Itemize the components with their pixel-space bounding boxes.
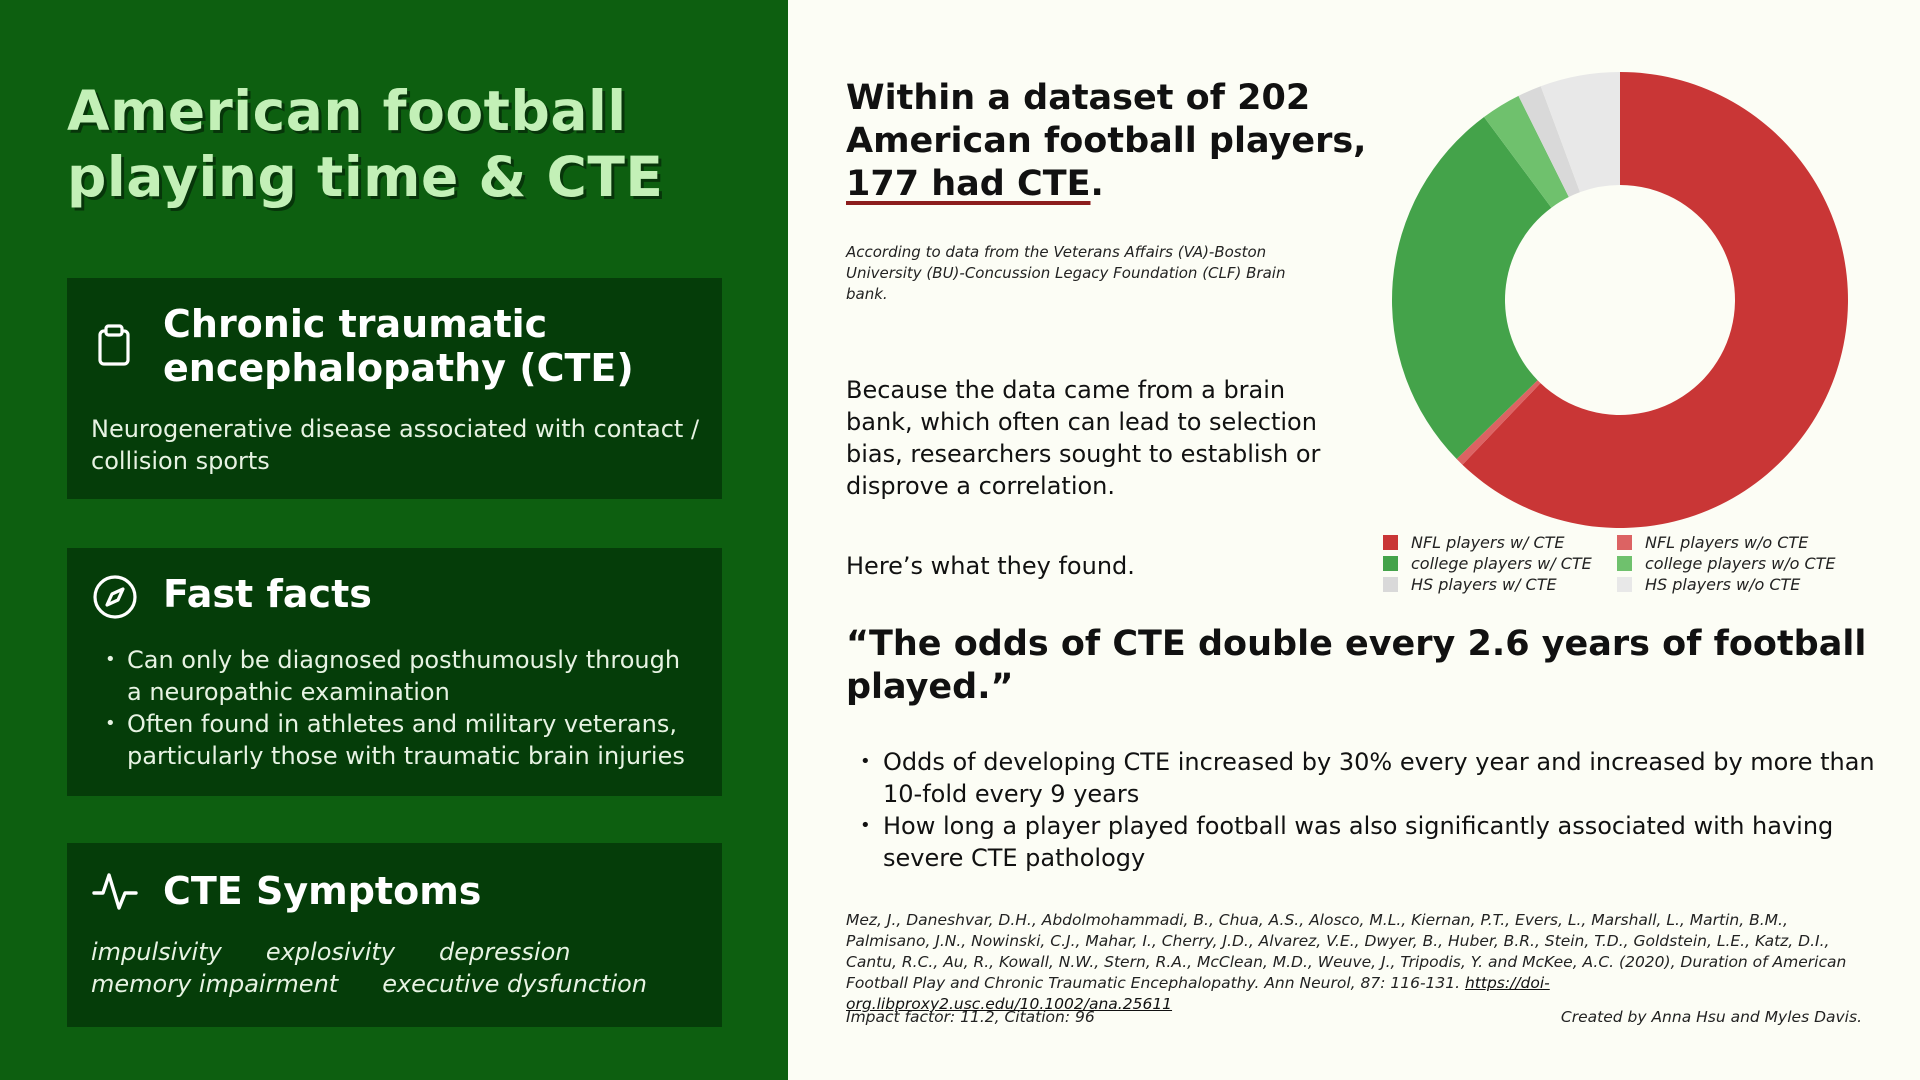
- legend-label: college players w/o CTE: [1645, 554, 1836, 573]
- citation: Mez, J., Daneshvar, D.H., Abdolmohammadi…: [846, 910, 1862, 1015]
- page-title: American football playing time & CTE: [67, 79, 664, 209]
- legend-swatch: [1383, 577, 1398, 592]
- headline-suffix: .: [1090, 164, 1104, 204]
- fast-facts-title: Fast facts: [163, 572, 372, 616]
- legend-label: HS players w/ CTE: [1411, 575, 1557, 594]
- donut-slice-college-players-w-cte: [1392, 116, 1552, 460]
- cte-description: Neurogenerative disease associated with …: [91, 415, 700, 475]
- fact-item: Can only be diagnosed posthumously throu…: [91, 644, 701, 708]
- legend-item: NFL players w/ CTE: [1383, 532, 1617, 553]
- dataset-headline: Within a dataset of 202 American footbal…: [846, 77, 1376, 206]
- symptoms-title: CTE Symptoms: [163, 869, 482, 913]
- fast-facts-list: Can only be diagnosed posthumously throu…: [91, 644, 701, 772]
- legend-label: NFL players w/o CTE: [1645, 533, 1809, 552]
- legend-item: NFL players w/o CTE: [1617, 532, 1851, 553]
- symptom-item: depression: [439, 938, 571, 966]
- donut-slice-nfl-players-w-o-cte: [1456, 380, 1541, 465]
- donut-slice-college-players-w-o-cte: [1484, 95, 1569, 208]
- legend-item: college players w/o CTE: [1617, 553, 1851, 574]
- chart-legend: NFL players w/ CTE NFL players w/o CTE col…: [1383, 532, 1853, 595]
- findings-intro: Here’s what they found.: [846, 552, 1135, 580]
- citation-text: Mez, J., Daneshvar, D.H., Abdolmohammadi…: [846, 911, 1847, 992]
- donut-slice-hs-players-w-cte: [1518, 86, 1581, 198]
- legend-swatch: [1617, 556, 1632, 571]
- legend-label: college players w/ CTE: [1411, 554, 1592, 573]
- findings-list: Odds of developing CTE increased by 30% …: [846, 746, 1876, 874]
- symptom-item: explosivity: [265, 938, 396, 966]
- credits: Created by Anna Hsu and Myles Davis.: [1560, 1008, 1862, 1026]
- source-note: According to data from the Veterans Affa…: [846, 243, 1286, 303]
- fast-facts-card: Fast facts Can only be diagnosed posthum…: [67, 548, 722, 796]
- legend-swatch: [1383, 535, 1398, 550]
- activity-icon: [92, 873, 138, 910]
- legend-item: HS players w/o CTE: [1617, 574, 1851, 595]
- cte-donut-chart: [1392, 72, 1848, 528]
- impact-factor: Impact factor: 11.2, Citation: 96: [846, 1008, 1095, 1026]
- symptom-item: impulsivity: [91, 938, 222, 966]
- legend-label: NFL players w/ CTE: [1411, 533, 1565, 552]
- symptom-item: executive dysfunction: [382, 970, 647, 998]
- legend-label: HS players w/o CTE: [1645, 575, 1801, 594]
- donut-slice-hs-players-w-o-cte: [1540, 72, 1620, 193]
- legend-item: HS players w/ CTE: [1383, 574, 1617, 595]
- bias-paragraph: Because the data came from a brain bank,…: [846, 376, 1321, 500]
- headline-prefix: Within a dataset of 202 American footbal…: [846, 78, 1367, 161]
- legend-item: college players w/ CTE: [1383, 553, 1617, 574]
- compass-icon: [93, 575, 137, 619]
- cte-definition-card: Chronic traumatic encephalopathy (CTE) N…: [67, 278, 722, 499]
- legend-swatch: [1617, 535, 1632, 550]
- donut-slice-nfl-players-w-cte: [1462, 72, 1848, 528]
- symptom-item: memory impairment: [91, 970, 339, 998]
- symptoms-list: impulsivity explosivity depression memory …: [91, 936, 711, 1000]
- symptoms-card: CTE Symptoms impulsivity explosivity depre…: [67, 843, 722, 1027]
- clipboard-icon: [98, 324, 130, 366]
- left-panel: American football playing time & CTE Chr…: [0, 0, 788, 1080]
- legend-swatch: [1383, 556, 1398, 571]
- finding-item: Odds of developing CTE increased by 30% …: [846, 746, 1876, 810]
- citation-link[interactable]: https://doi-org.libproxy2.usc.edu/10.100…: [846, 974, 1550, 1013]
- finding-item: How long a player played football was al…: [846, 810, 1876, 874]
- legend-swatch: [1617, 577, 1632, 592]
- key-quote: “The odds of CTE double every 2.6 years …: [846, 624, 1867, 707]
- fact-item: Often found in athletes and military vet…: [91, 708, 701, 772]
- cte-card-title: Chronic traumatic encephalopathy (CTE): [163, 302, 634, 390]
- headline-highlight: 177 had CTE: [846, 164, 1091, 204]
